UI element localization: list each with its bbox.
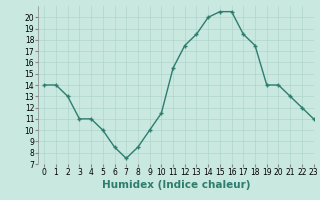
X-axis label: Humidex (Indice chaleur): Humidex (Indice chaleur) bbox=[102, 180, 250, 190]
